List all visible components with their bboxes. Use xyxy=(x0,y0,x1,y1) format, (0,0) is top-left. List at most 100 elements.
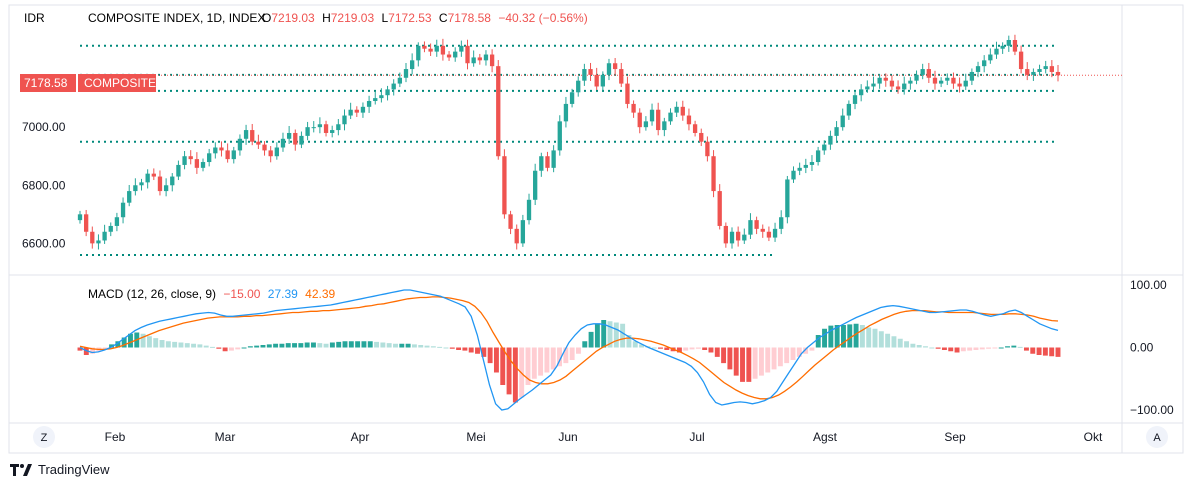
open-value: 7219.03 xyxy=(271,11,315,25)
candle-body xyxy=(1031,71,1036,75)
candle-body xyxy=(822,144,827,151)
histogram-bar xyxy=(468,347,474,353)
candle-body xyxy=(1006,40,1011,46)
histogram-bar xyxy=(828,325,834,348)
histogram-bar xyxy=(260,345,266,348)
candle-body xyxy=(1037,69,1042,72)
histogram-bar xyxy=(443,347,449,349)
candle-body xyxy=(785,179,790,218)
histogram-bar xyxy=(702,347,708,350)
histogram-bar xyxy=(140,333,146,348)
candle-body xyxy=(360,106,366,113)
symbol-tag-label: COMPOSITE xyxy=(84,76,156,90)
candle-body xyxy=(416,45,421,61)
histogram-bar xyxy=(115,341,121,348)
histogram-bar xyxy=(317,343,323,348)
macd-histogram xyxy=(77,320,1061,403)
histogram-bar xyxy=(777,347,783,367)
histogram-bar xyxy=(247,346,253,348)
candle-body xyxy=(83,214,89,232)
macd-signal-value: 42.39 xyxy=(305,287,335,301)
candle-body xyxy=(317,124,323,128)
candle-body xyxy=(637,112,642,128)
candle-body xyxy=(717,191,722,226)
candle-body xyxy=(440,45,446,55)
candle-body xyxy=(735,231,741,241)
histogram-bar xyxy=(216,347,222,349)
histogram-bar xyxy=(531,347,537,379)
candle-body xyxy=(280,138,286,148)
histogram-bar xyxy=(210,346,215,348)
candle-body xyxy=(600,74,605,87)
histogram-bar xyxy=(973,347,979,350)
candle-body xyxy=(170,176,175,186)
histogram-bar xyxy=(878,331,884,348)
histogram-bar xyxy=(891,336,897,348)
histogram-bar xyxy=(228,347,234,351)
candle-body xyxy=(840,115,845,128)
candle-body xyxy=(483,54,489,61)
candle-body xyxy=(612,63,618,70)
histogram-bar xyxy=(380,342,386,348)
histogram-bar xyxy=(904,341,910,348)
histogram-bar xyxy=(979,347,985,350)
candle-body xyxy=(299,135,304,145)
candle-body xyxy=(711,156,716,192)
candle-body xyxy=(920,69,925,75)
histogram-bar xyxy=(266,344,272,348)
candle-body xyxy=(902,83,907,90)
histogram-bar xyxy=(254,345,260,348)
histogram-bar xyxy=(310,342,316,348)
candle-body xyxy=(1012,40,1018,52)
candle-body xyxy=(588,69,593,75)
histogram-bar xyxy=(929,347,935,349)
time-tick-label: Apr xyxy=(351,430,370,444)
candle-body xyxy=(809,162,815,165)
goto-date-button[interactable]: Z xyxy=(33,426,55,448)
histogram-bar xyxy=(1042,347,1048,356)
candle-body xyxy=(114,217,120,226)
histogram-bar xyxy=(184,343,190,348)
candle-body xyxy=(176,164,181,177)
candle-body xyxy=(865,86,870,90)
candle-body xyxy=(662,121,667,131)
histogram-bar xyxy=(632,341,638,348)
candle-body xyxy=(459,45,464,52)
histogram-bar xyxy=(607,321,613,348)
auto-scale-label: A xyxy=(1153,432,1161,444)
histogram-bar xyxy=(424,345,430,348)
candle-body xyxy=(1025,69,1030,75)
candle-body xyxy=(594,74,599,87)
histogram-bar xyxy=(948,347,954,352)
candle-body xyxy=(225,150,230,160)
candle-body xyxy=(945,77,950,81)
histogram-bar xyxy=(178,342,184,348)
histogram-bar xyxy=(626,335,632,348)
time-tick-label: Sep xyxy=(944,430,966,444)
histogram-bar xyxy=(304,342,310,348)
candle-body xyxy=(797,167,802,171)
histogram-bar xyxy=(159,340,165,348)
high-value: 7219.03 xyxy=(331,11,375,25)
histogram-bar xyxy=(809,347,815,351)
candle-body xyxy=(877,77,882,84)
histogram-bar xyxy=(298,343,304,348)
histogram-bar xyxy=(683,347,689,351)
candle-body xyxy=(957,83,962,87)
auto-scale-button[interactable]: A xyxy=(1146,426,1168,448)
candle-body xyxy=(883,77,888,81)
histogram-bar xyxy=(803,347,809,354)
histogram-bar xyxy=(437,346,443,348)
candle-body xyxy=(354,109,359,113)
open-label: O xyxy=(262,11,271,25)
histogram-bar xyxy=(279,343,285,348)
goto-date-label: Z xyxy=(41,432,48,444)
candle-body xyxy=(157,176,163,192)
footer: TradingView xyxy=(10,462,110,477)
brand-label: TradingView xyxy=(38,462,110,477)
histogram-bar xyxy=(430,346,436,348)
histogram-bar xyxy=(1055,347,1061,357)
candle-body xyxy=(90,231,95,244)
price-tag-box xyxy=(20,74,76,92)
candle-body xyxy=(705,141,710,157)
